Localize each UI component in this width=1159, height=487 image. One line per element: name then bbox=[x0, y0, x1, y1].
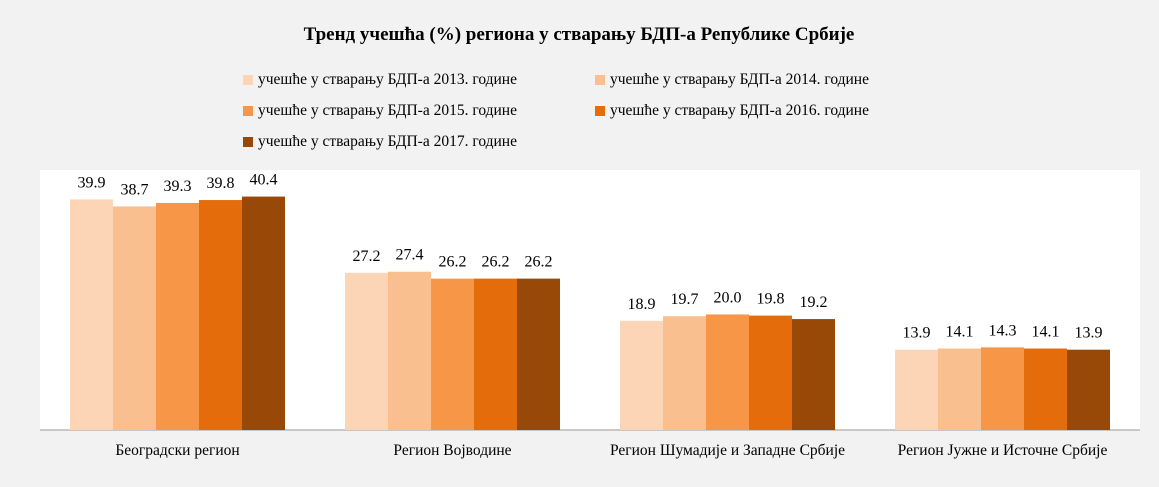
legend-swatch bbox=[595, 74, 605, 85]
bar bbox=[431, 278, 474, 430]
legend-item: учешће у стварању БДП-а 2015. године bbox=[243, 95, 595, 126]
value-label: 19.7 bbox=[671, 291, 699, 308]
bar bbox=[1067, 349, 1110, 430]
legend-item: учешће у стварању БДП-а 2016. године bbox=[595, 95, 947, 126]
legend-swatch bbox=[595, 105, 605, 116]
legend-label: учешће у стварању БДП-а 2017. године bbox=[258, 132, 517, 150]
bar bbox=[242, 196, 285, 430]
bar bbox=[706, 314, 749, 430]
bar bbox=[749, 315, 792, 430]
bar bbox=[792, 319, 835, 430]
value-label: 26.2 bbox=[525, 254, 553, 271]
legend-label: учешће у стварању БДП-а 2015. године bbox=[258, 101, 517, 119]
value-label: 39.9 bbox=[78, 174, 106, 191]
value-label: 13.9 bbox=[903, 325, 931, 342]
x-tick-label: Регион Војводине bbox=[393, 442, 512, 459]
value-label: 27.4 bbox=[396, 247, 424, 264]
value-label: 18.9 bbox=[628, 296, 656, 313]
value-label: 19.8 bbox=[757, 291, 785, 308]
legend-item: учешће у стварању БДП-а 2013. године bbox=[243, 64, 595, 95]
bar bbox=[895, 349, 938, 430]
legend-label: учешће у стварању БДП-а 2016. године bbox=[610, 101, 869, 119]
value-label: 38.7 bbox=[121, 181, 149, 198]
bar bbox=[620, 320, 663, 430]
value-label: 40.4 bbox=[250, 172, 278, 189]
legend-swatch bbox=[243, 105, 253, 116]
legend-label: учешће у стварању БДП-а 2014. године bbox=[610, 70, 869, 88]
value-label: 26.2 bbox=[439, 254, 467, 271]
legend-swatch bbox=[243, 74, 253, 85]
value-label: 14.3 bbox=[989, 322, 1017, 339]
bar bbox=[517, 278, 560, 430]
chart-title: Тренд учешћа (%) региона у стварању БДП-… bbox=[304, 24, 855, 45]
value-label: 39.8 bbox=[207, 175, 235, 192]
legend-item: учешће у стварању БДП-а 2017. године bbox=[243, 126, 595, 157]
value-label: 26.2 bbox=[482, 254, 510, 271]
bar bbox=[663, 316, 706, 430]
value-label: 27.2 bbox=[353, 248, 381, 265]
bar bbox=[981, 347, 1024, 430]
x-tick-label: Регион Шумадије и Западне Србије bbox=[609, 442, 846, 459]
bar bbox=[113, 206, 156, 430]
value-label: 20.0 bbox=[714, 289, 742, 306]
legend-item: учешће у стварању БДП-а 2014. године bbox=[595, 64, 947, 95]
x-tick-label: Београдски регион bbox=[115, 442, 240, 459]
bar bbox=[156, 202, 199, 430]
value-label: 13.9 bbox=[1075, 325, 1103, 342]
legend-label: учешће у стварању БДП-а 2013. године bbox=[258, 70, 517, 88]
legend-swatch bbox=[243, 136, 253, 147]
bar bbox=[938, 348, 981, 430]
bar bbox=[70, 199, 113, 430]
legend: учешће у стварању БДП-а 2013. године учеш… bbox=[243, 64, 963, 157]
bar bbox=[345, 272, 388, 430]
bar bbox=[1024, 348, 1067, 430]
value-label: 14.1 bbox=[946, 324, 974, 341]
value-label: 39.3 bbox=[164, 178, 192, 195]
bar bbox=[474, 278, 517, 430]
bar bbox=[199, 200, 242, 430]
x-tick-label: Регион Јужне и Источне Србије bbox=[897, 442, 1108, 459]
value-label: 19.2 bbox=[800, 294, 828, 311]
bar bbox=[388, 271, 431, 430]
value-label: 14.1 bbox=[1032, 324, 1060, 341]
